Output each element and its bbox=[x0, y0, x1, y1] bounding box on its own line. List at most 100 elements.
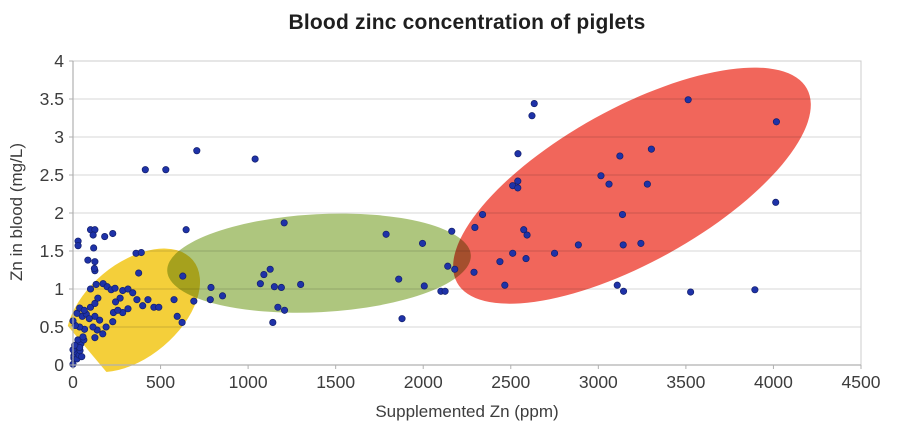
data-point bbox=[89, 323, 97, 331]
data-point bbox=[395, 275, 403, 283]
data-point bbox=[522, 255, 530, 263]
y-tick-label: 1 bbox=[54, 279, 64, 299]
y-tick-label: 3 bbox=[54, 127, 64, 147]
data-point bbox=[451, 265, 459, 273]
data-point bbox=[173, 312, 181, 320]
data-point bbox=[772, 198, 780, 206]
data-point bbox=[448, 227, 456, 235]
data-point bbox=[116, 294, 124, 302]
data-point bbox=[102, 323, 110, 331]
y-tick-label: 0 bbox=[54, 355, 64, 375]
data-point bbox=[92, 280, 100, 288]
data-point bbox=[256, 280, 264, 288]
y-tick-label: 1.5 bbox=[40, 241, 64, 261]
data-point bbox=[684, 96, 692, 104]
data-point bbox=[266, 265, 274, 273]
x-tick-label: 1000 bbox=[229, 372, 268, 392]
y-tick-label: 3.5 bbox=[40, 89, 64, 109]
mid-supplement-cluster-ellipse bbox=[167, 213, 471, 313]
x-tick-label: 4500 bbox=[842, 372, 881, 392]
data-point bbox=[274, 303, 282, 311]
data-point bbox=[637, 239, 645, 247]
data-point bbox=[772, 118, 780, 126]
x-tick-label: 3000 bbox=[579, 372, 618, 392]
data-point bbox=[218, 292, 227, 300]
data-point bbox=[137, 248, 145, 257]
data-point bbox=[514, 150, 522, 158]
data-point bbox=[90, 244, 98, 252]
data-point bbox=[479, 210, 487, 219]
y-tick-label: 2 bbox=[54, 203, 64, 223]
data-point bbox=[280, 306, 289, 314]
data-point bbox=[193, 147, 201, 155]
data-point bbox=[91, 258, 99, 266]
data-point bbox=[190, 297, 198, 305]
data-point bbox=[420, 282, 428, 290]
data-point bbox=[501, 281, 509, 289]
data-point bbox=[85, 315, 93, 323]
data-point bbox=[144, 296, 152, 304]
data-point bbox=[207, 283, 215, 292]
data-point bbox=[111, 284, 119, 292]
data-point bbox=[179, 272, 187, 280]
x-tick-label: 3500 bbox=[666, 372, 705, 392]
data-point bbox=[206, 296, 214, 304]
data-point bbox=[418, 239, 427, 247]
data-point bbox=[643, 180, 651, 188]
data-point bbox=[398, 315, 406, 323]
data-point bbox=[99, 330, 107, 338]
data-point bbox=[124, 305, 132, 313]
data-point bbox=[613, 281, 621, 289]
data-point bbox=[162, 166, 170, 174]
data-point bbox=[182, 226, 190, 234]
data-point bbox=[528, 112, 536, 120]
data-point bbox=[139, 302, 147, 310]
data-point bbox=[251, 155, 259, 163]
data-point bbox=[94, 294, 102, 302]
y-tick-label: 0.5 bbox=[40, 317, 64, 337]
data-point bbox=[135, 269, 143, 277]
data-point bbox=[114, 306, 122, 314]
y-tick-label: 4 bbox=[54, 51, 64, 71]
data-point bbox=[84, 256, 92, 264]
data-point bbox=[91, 299, 99, 307]
y-tick-label: 2.5 bbox=[40, 165, 64, 185]
data-point bbox=[619, 287, 628, 295]
data-point bbox=[619, 241, 627, 249]
data-point bbox=[141, 166, 149, 174]
data-point bbox=[382, 230, 390, 238]
data-point bbox=[101, 233, 109, 241]
data-point bbox=[74, 242, 82, 250]
data-point bbox=[441, 287, 449, 295]
x-tick-label: 500 bbox=[146, 372, 175, 392]
data-point bbox=[89, 231, 97, 239]
data-point bbox=[647, 145, 655, 153]
data-point bbox=[605, 180, 613, 188]
x-tick-label: 2500 bbox=[491, 372, 530, 392]
low-supplement-cluster-ellipse bbox=[66, 248, 201, 373]
data-point bbox=[129, 289, 137, 297]
data-point bbox=[260, 271, 268, 279]
data-point bbox=[574, 241, 582, 249]
data-point bbox=[297, 280, 305, 288]
data-point bbox=[277, 283, 285, 292]
data-point bbox=[496, 258, 504, 266]
data-point bbox=[471, 223, 479, 231]
data-point bbox=[616, 152, 624, 160]
data-point bbox=[514, 184, 522, 192]
data-point bbox=[618, 210, 627, 219]
data-point bbox=[78, 353, 86, 361]
data-point bbox=[124, 285, 132, 293]
high-supplement-cluster-ellipse bbox=[453, 67, 811, 304]
x-tick-label: 4000 bbox=[754, 372, 793, 392]
data-point bbox=[523, 231, 531, 239]
data-point bbox=[112, 298, 120, 306]
x-tick-label: 1500 bbox=[316, 372, 355, 392]
data-point bbox=[86, 285, 95, 293]
data-point bbox=[470, 268, 478, 276]
data-point bbox=[109, 318, 117, 326]
x-tick-label: 0 bbox=[68, 372, 78, 392]
data-point bbox=[687, 288, 695, 296]
